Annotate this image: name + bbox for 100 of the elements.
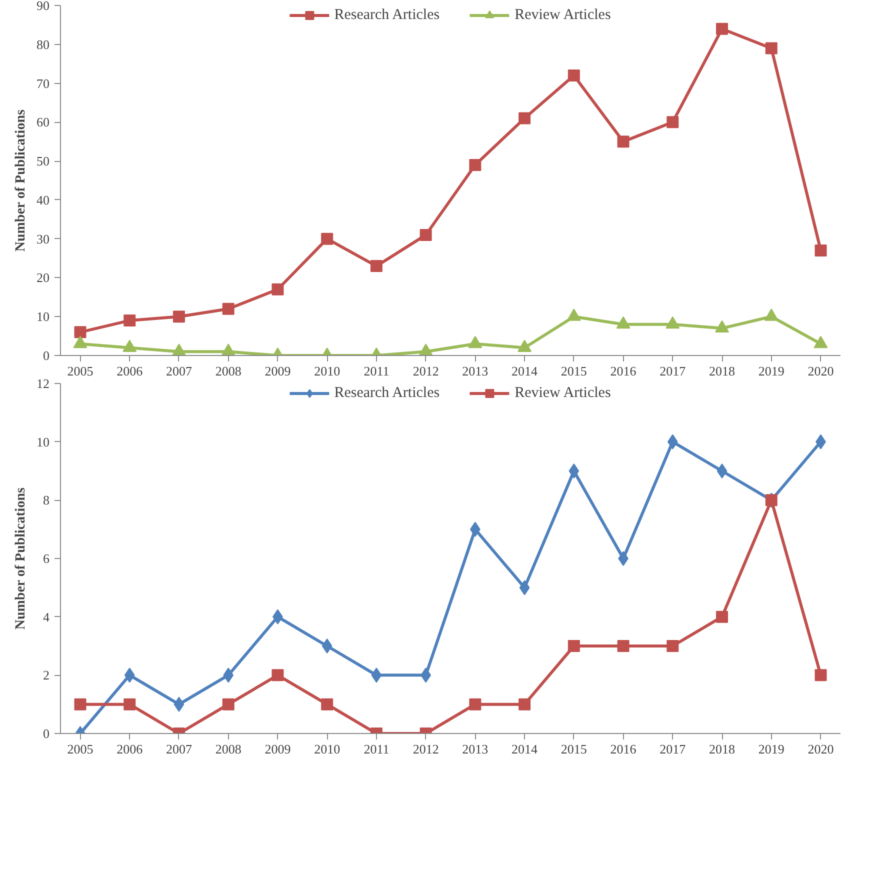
point — [568, 464, 580, 478]
point — [122, 340, 137, 352]
x-tick-label: 2009 — [264, 742, 291, 756]
point — [322, 638, 332, 654]
point — [617, 640, 630, 652]
point — [617, 136, 630, 148]
y-tick-label: 12 — [36, 376, 50, 391]
point — [618, 551, 628, 566]
x-tick-label: 2017 — [660, 742, 686, 756]
point — [518, 112, 531, 124]
point — [321, 232, 334, 245]
point — [74, 326, 86, 338]
legend-label: Review Articles — [514, 384, 611, 402]
x-tick-label: 2019 — [758, 364, 784, 378]
point — [518, 340, 532, 352]
x-tick-label: 2009 — [264, 364, 291, 378]
x-tick-label: 2018 — [709, 742, 736, 756]
point — [666, 640, 679, 652]
point — [568, 640, 580, 652]
y-tick-label: 90 — [36, 0, 50, 13]
point — [172, 344, 186, 356]
x-tick-label: 2020 — [808, 742, 834, 756]
point — [716, 610, 728, 623]
x-tick-label: 2011 — [364, 364, 390, 378]
point — [221, 344, 236, 356]
point — [469, 698, 482, 710]
x-tick-label: 2013 — [462, 364, 488, 378]
point — [321, 698, 334, 710]
x-tick-label: 2006 — [116, 364, 144, 378]
y-tick-label: 10 — [36, 434, 50, 450]
y-tick-label: 2 — [43, 668, 50, 683]
legend-label: Review Articles — [514, 6, 611, 24]
y-tick-label: 0 — [43, 726, 50, 741]
x-tick-label: 2014 — [512, 364, 538, 378]
legend-label: Research Articles — [334, 6, 440, 24]
point — [814, 336, 828, 348]
x-tick-label: 2007 — [166, 742, 192, 756]
point — [74, 698, 86, 710]
x-tick-label: 2012 — [412, 364, 439, 378]
x-tick-label: 2016 — [610, 364, 637, 378]
point — [174, 696, 184, 712]
point — [222, 698, 234, 710]
x-tick-label: 2011 — [364, 742, 390, 756]
x-tick-label: 2015 — [560, 364, 587, 378]
x-tick-label: 2017 — [660, 364, 686, 378]
y-tick-label: 50 — [36, 154, 50, 169]
point — [568, 70, 580, 82]
y-tick-label: 30 — [36, 231, 50, 246]
point — [468, 336, 482, 348]
x-tick-label: 2015 — [560, 742, 587, 756]
y-tick-label: 20 — [36, 270, 50, 286]
point — [716, 464, 728, 478]
x-tick-label: 2010 — [314, 742, 340, 756]
x-tick-label: 2020 — [808, 364, 834, 378]
x-tick-label: 2018 — [709, 364, 736, 378]
point — [814, 244, 827, 256]
point — [716, 22, 728, 35]
point — [370, 260, 382, 272]
y-axis-title: Number of Publications — [14, 487, 28, 630]
y-tick-label: 6 — [43, 551, 50, 566]
y-tick-label: 10 — [36, 309, 50, 324]
point — [272, 283, 284, 296]
point — [616, 316, 630, 329]
x-tick-label: 2006 — [116, 742, 144, 756]
x-tick-label: 2005 — [67, 364, 94, 378]
point — [418, 344, 433, 356]
point — [765, 42, 778, 54]
point — [124, 314, 136, 326]
x-tick-label: 2008 — [215, 364, 242, 378]
point — [124, 668, 135, 683]
point — [764, 308, 778, 321]
point — [371, 668, 382, 683]
y-tick-label: 60 — [36, 114, 50, 130]
x-tick-label: 2016 — [610, 742, 637, 756]
point — [519, 580, 530, 596]
point — [518, 698, 531, 710]
x-tick-label: 2007 — [166, 364, 192, 378]
y-tick-label: 80 — [36, 36, 50, 52]
x-tick-label: 2005 — [67, 742, 94, 756]
x-tick-label: 2008 — [215, 742, 242, 756]
point — [666, 116, 679, 128]
x-tick-label: 2010 — [314, 364, 340, 378]
y-tick-label: 70 — [36, 76, 50, 91]
x-tick-label: 2012 — [412, 742, 439, 756]
point — [172, 310, 185, 323]
point — [223, 668, 234, 683]
point — [469, 158, 482, 171]
point — [73, 336, 88, 348]
legend-label: Research Articles — [334, 384, 440, 402]
x-tick-label: 2019 — [758, 742, 784, 756]
point — [566, 308, 581, 321]
point — [814, 669, 827, 682]
y-tick-label: 40 — [36, 192, 50, 208]
y-axis-title: Number of Publications — [14, 109, 28, 252]
point — [222, 302, 234, 315]
y-tick-label: 0 — [43, 348, 50, 363]
y-tick-label: 8 — [43, 492, 50, 508]
x-tick-label: 2014 — [512, 742, 538, 756]
point — [124, 698, 136, 710]
point — [666, 316, 680, 329]
